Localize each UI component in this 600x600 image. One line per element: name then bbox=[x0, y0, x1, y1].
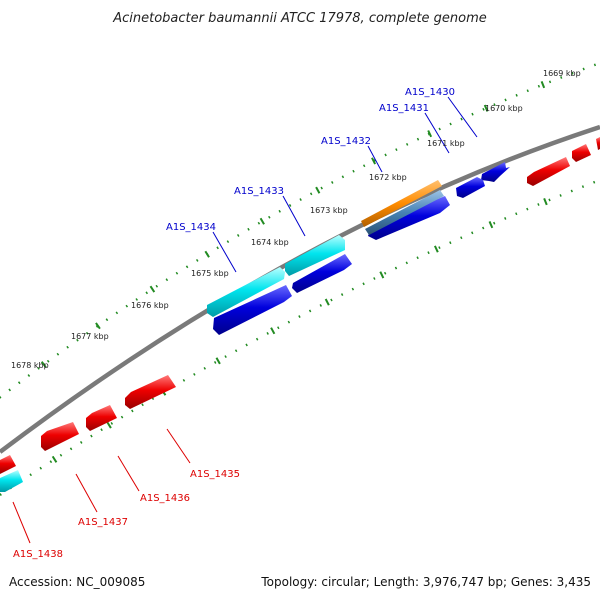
feature-cyan-1438[interactable] bbox=[0, 470, 23, 492]
leader-a1s-1430 bbox=[447, 96, 478, 138]
gene-label-a1s-1430[interactable]: A1S_1430 bbox=[405, 87, 455, 98]
gene-label-a1s-1437[interactable]: A1S_1437 bbox=[78, 517, 128, 528]
cds-forward-a1s-1430[interactable] bbox=[481, 162, 510, 182]
inner-scale-ring bbox=[0, 178, 600, 496]
feature-cyan-1434[interactable] bbox=[207, 267, 285, 317]
outer-tick-mark bbox=[149, 285, 156, 293]
outer-tick-mark bbox=[483, 104, 489, 112]
tick-label-1678: 1678 kbp bbox=[11, 361, 49, 370]
cds-reverse-a1s-1435[interactable] bbox=[125, 375, 176, 409]
outer-scale-ring bbox=[0, 61, 600, 399]
inner-tick-mark bbox=[270, 327, 276, 335]
inner-tick-mark bbox=[488, 221, 494, 229]
feature-orange-1432[interactable] bbox=[361, 180, 442, 227]
leader-a1s-1431 bbox=[424, 112, 450, 154]
inner-tick-mark bbox=[324, 298, 330, 306]
gene-label-a1s-1435[interactable]: A1S_1435 bbox=[190, 469, 240, 480]
leader-a1s-1433 bbox=[282, 195, 306, 237]
tick-label-1676: 1676 kbp bbox=[131, 301, 169, 310]
gene-label-a1s-1436[interactable]: A1S_1436 bbox=[140, 493, 190, 504]
label-leaders bbox=[12, 96, 478, 544]
cds-reverse-a1s-1437[interactable] bbox=[41, 422, 79, 451]
leader-a1s-1432 bbox=[367, 145, 383, 173]
leader-a1s-1437 bbox=[75, 473, 98, 513]
inner-tick-mark bbox=[51, 455, 58, 463]
cds-forward-a1s-1434[interactable] bbox=[213, 285, 292, 335]
outer-tick-mark bbox=[427, 130, 433, 138]
leader-a1s-1436 bbox=[117, 455, 140, 492]
tick-label-1677: 1677 kbp bbox=[71, 332, 109, 341]
tick-label-1674: 1674 kbp bbox=[251, 238, 289, 247]
gene-label-a1s-1432[interactable]: A1S_1432 bbox=[321, 136, 371, 147]
leader-a1s-1438 bbox=[12, 501, 31, 544]
genome-summary-text: Topology: circular; Length: 3,976,747 bp… bbox=[260, 575, 591, 589]
leader-a1s-1434 bbox=[212, 231, 237, 273]
cds-reverse-edge-2[interactable] bbox=[596, 137, 600, 150]
gene-label-a1s-1431[interactable]: A1S_1431 bbox=[379, 103, 429, 114]
inner-tick-mark bbox=[543, 197, 548, 206]
outer-tick-mark bbox=[540, 81, 546, 89]
feature-cyan-1433[interactable] bbox=[285, 235, 345, 276]
map-title: Acinetobacter baumannii ATCC 17978, comp… bbox=[112, 11, 487, 26]
cds-reverse-a1s-1436[interactable] bbox=[86, 405, 117, 431]
gene-label-a1s-1438[interactable]: A1S_1438 bbox=[13, 549, 63, 560]
tick-label-1670: 1670 kbp bbox=[485, 104, 523, 113]
outer-tick-mark bbox=[95, 322, 101, 330]
outer-tick-mark bbox=[371, 157, 377, 165]
outer-tick-mark bbox=[40, 361, 47, 368]
leader-a1s-1435 bbox=[166, 428, 191, 464]
outer-tick-mark bbox=[204, 250, 210, 258]
cds-forward-a1s-1433[interactable] bbox=[292, 254, 352, 293]
tick-label-1673: 1673 kbp bbox=[310, 206, 348, 215]
inner-tick-mark bbox=[106, 421, 112, 429]
tick-label-1675: 1675 kbp bbox=[191, 269, 229, 278]
outer-tick-mark bbox=[315, 186, 321, 194]
inner-tick-mark bbox=[215, 357, 221, 365]
cds-forward-a1s-1432[interactable] bbox=[368, 196, 450, 240]
accession-text: Accession: NC_009085 bbox=[9, 575, 145, 589]
inner-tick-mark bbox=[433, 245, 439, 253]
tick-label-1672: 1672 kbp bbox=[369, 173, 407, 182]
tick-label-1669: 1669 kbp bbox=[543, 69, 581, 78]
outer-tick-mark bbox=[259, 217, 265, 225]
gene-label-a1s-1433[interactable]: A1S_1433 bbox=[234, 186, 284, 197]
gene-label-a1s-1434[interactable]: A1S_1434 bbox=[166, 222, 216, 233]
cds-forward-a1s-1431[interactable] bbox=[456, 177, 485, 198]
cds-reverse-far-right[interactable] bbox=[527, 157, 570, 186]
tick-label-1671: 1671 kbp bbox=[427, 139, 465, 148]
inner-tick-mark bbox=[379, 271, 385, 279]
feature-track bbox=[0, 137, 600, 492]
feature-steel-1432[interactable] bbox=[365, 190, 444, 235]
cds-reverse-a1s-1438[interactable] bbox=[0, 455, 16, 474]
cds-reverse-edge-1[interactable] bbox=[572, 144, 591, 162]
